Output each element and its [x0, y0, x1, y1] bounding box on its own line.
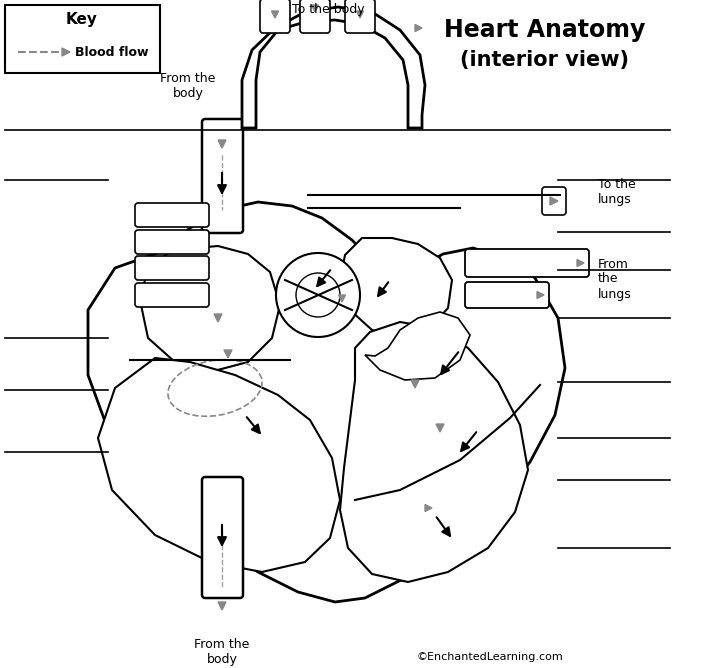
FancyBboxPatch shape: [135, 230, 209, 254]
Text: Heart Anatomy: Heart Anatomy: [445, 18, 646, 42]
Text: the: the: [598, 272, 618, 285]
Text: Key: Key: [66, 12, 98, 27]
FancyBboxPatch shape: [345, 0, 375, 33]
Text: (interior view): (interior view): [461, 50, 630, 70]
Polygon shape: [88, 202, 565, 602]
FancyBboxPatch shape: [202, 477, 243, 598]
Text: To the
lungs: To the lungs: [598, 178, 636, 206]
Polygon shape: [98, 358, 340, 572]
Polygon shape: [338, 295, 345, 302]
Polygon shape: [340, 238, 452, 338]
Polygon shape: [224, 350, 232, 358]
FancyBboxPatch shape: [135, 283, 209, 307]
Bar: [5, 5, 160, 73]
Polygon shape: [415, 25, 422, 31]
Polygon shape: [577, 259, 584, 267]
Text: Blood flow: Blood flow: [75, 45, 148, 59]
Text: From the
body: From the body: [160, 72, 216, 100]
Polygon shape: [311, 5, 318, 12]
Text: lungs: lungs: [598, 288, 632, 301]
Polygon shape: [340, 322, 528, 582]
Polygon shape: [537, 291, 544, 299]
FancyBboxPatch shape: [300, 0, 330, 33]
Text: To the body: To the body: [291, 3, 364, 16]
Polygon shape: [218, 140, 226, 148]
Polygon shape: [411, 380, 419, 388]
Polygon shape: [365, 312, 470, 380]
FancyBboxPatch shape: [465, 282, 549, 308]
FancyBboxPatch shape: [202, 119, 243, 233]
Polygon shape: [550, 197, 558, 205]
FancyBboxPatch shape: [135, 203, 209, 227]
Text: ©EnchantedLearning.com: ©EnchantedLearning.com: [417, 652, 564, 662]
Circle shape: [296, 273, 340, 317]
FancyBboxPatch shape: [135, 256, 209, 280]
Circle shape: [276, 253, 360, 337]
FancyBboxPatch shape: [465, 249, 589, 277]
Text: From: From: [598, 258, 629, 271]
FancyBboxPatch shape: [542, 187, 566, 215]
Polygon shape: [425, 504, 432, 512]
Polygon shape: [242, 7, 425, 128]
Polygon shape: [140, 246, 280, 372]
Polygon shape: [436, 424, 444, 432]
Polygon shape: [218, 602, 226, 610]
Polygon shape: [357, 11, 364, 18]
Polygon shape: [62, 48, 70, 56]
Text: From the
body: From the body: [194, 638, 250, 666]
Polygon shape: [272, 11, 279, 18]
Polygon shape: [214, 314, 222, 322]
FancyBboxPatch shape: [260, 0, 290, 33]
